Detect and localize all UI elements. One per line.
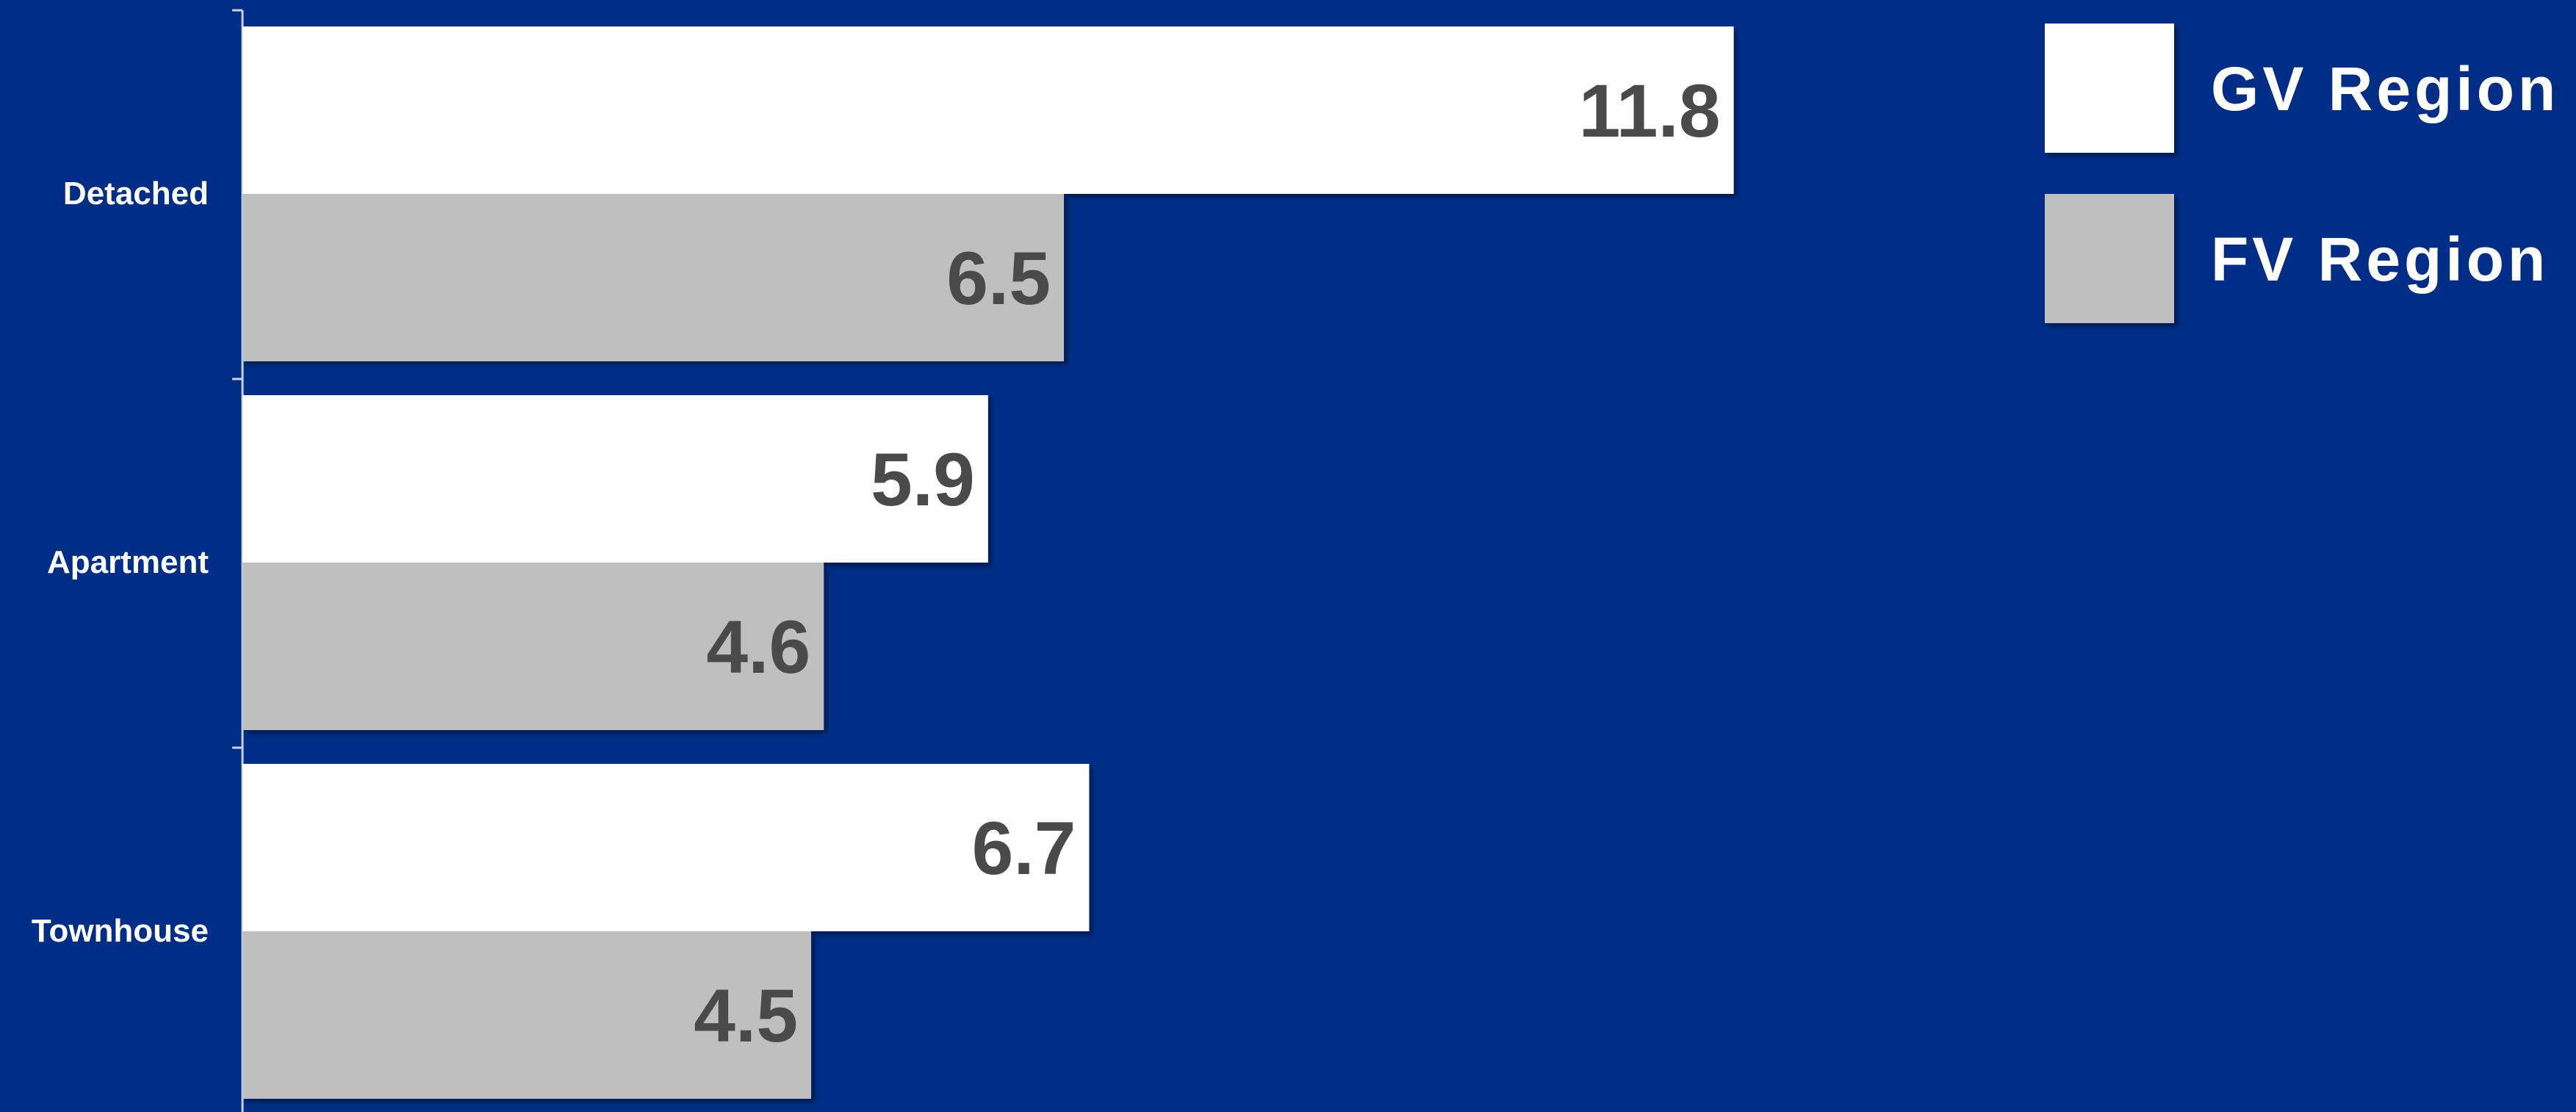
bar-fv-region-townhouse — [242, 931, 811, 1099]
bar-fv-region-detached — [242, 194, 1064, 361]
data-label-fv-region-townhouse: 4.5 — [694, 974, 798, 1058]
legend-label-gv-region: GV Region — [2211, 54, 2559, 123]
data-label-gv-region-detached: 11.8 — [1579, 69, 1721, 153]
legend: GV Region FV Region — [2045, 24, 2559, 323]
legend-label-fv-region: FV Region — [2211, 225, 2549, 294]
bars-layer — [242, 26, 1734, 1099]
bar-gv-region-townhouse — [242, 764, 1090, 931]
data-label-fv-region-apartment: 4.6 — [706, 605, 810, 689]
category-label-detached: Detached — [63, 176, 209, 212]
data-label-fv-region-detached: 6.5 — [946, 237, 1051, 320]
bar-fv-region-apartment — [242, 563, 824, 730]
data-label-gv-region-apartment: 5.9 — [871, 438, 975, 521]
category-label-townhouse: Townhouse — [32, 913, 209, 949]
bar-gv-region-detached — [242, 26, 1734, 194]
data-label-gv-region-townhouse: 6.7 — [972, 806, 1076, 890]
bar-gv-region-apartment — [242, 395, 988, 563]
labels-layer: Detached 11.8 6.5 Apartment 5.9 4.6 Townhouse 6… — [32, 69, 1721, 1058]
category-label-apartment: Apartment — [47, 544, 209, 580]
legend-swatch-gv-region — [2045, 24, 2174, 153]
legend-swatch-fv-region — [2045, 194, 2174, 323]
